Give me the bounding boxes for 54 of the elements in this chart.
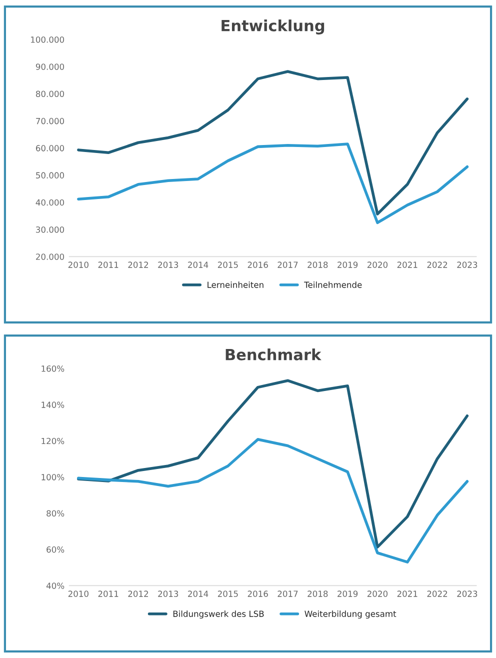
- y-tick-label: 60%: [46, 546, 64, 553]
- legend-label: Bildungswerk des LSB: [173, 610, 264, 619]
- y-tick-label: 50.000: [36, 172, 64, 178]
- y-tick-label: 160%: [42, 365, 64, 372]
- y-tick-label: 20.000: [36, 254, 64, 260]
- y-tick-label: 140%: [42, 402, 64, 408]
- x-tick-label: 2010: [68, 262, 88, 268]
- y-tick-label: 40%: [46, 582, 64, 589]
- x-tick-label: 2018: [308, 590, 328, 597]
- x-tick-label: 2014: [188, 590, 208, 597]
- y-tick-label: 60.000: [36, 145, 64, 152]
- line-series: [77, 379, 469, 548]
- line-series: [77, 142, 469, 224]
- x-tick-label: 2022: [427, 590, 448, 597]
- x-tick-label: 2023: [457, 262, 478, 268]
- x-tick-label: 2012: [128, 262, 148, 268]
- x-tick-label: 2014: [188, 262, 208, 268]
- chart-title: Entwicklung: [222, 20, 324, 34]
- line-series: [77, 438, 469, 564]
- x-tick-label: 2018: [308, 262, 328, 268]
- legend-label: Lerneinheiten: [208, 281, 264, 288]
- y-tick-label: 30.000: [36, 226, 64, 233]
- y-tick-label: 100.000: [31, 36, 64, 43]
- x-tick-label: 2015: [218, 590, 238, 597]
- x-tick-label: 2016: [248, 262, 268, 268]
- y-tick-label: 80.000: [36, 90, 64, 98]
- x-tick-label: 2010: [68, 590, 88, 597]
- x-tick-label: 2019: [338, 262, 358, 268]
- x-tick-label: 2017: [278, 262, 298, 268]
- x-tick-label: 2011: [98, 262, 118, 268]
- y-tick-label: 100%: [42, 474, 64, 480]
- x-tick-label: 2020: [367, 262, 388, 268]
- x-tick-label: 2020: [367, 590, 388, 597]
- y-tick-label: 80%: [46, 510, 64, 517]
- legend-label: Weiterbildung gesamt: [304, 610, 396, 619]
- x-tick-label: 2015: [218, 262, 238, 268]
- x-tick-label: 2021: [397, 262, 418, 268]
- x-tick-label: 2013: [158, 590, 178, 597]
- line-series: [77, 70, 469, 216]
- x-tick-label: 2017: [278, 590, 298, 597]
- x-tick-label: 2011: [98, 590, 118, 597]
- x-tick-label: 2012: [128, 590, 148, 597]
- x-tick-label: 2016: [248, 590, 268, 597]
- x-tick-label: 2021: [397, 590, 418, 597]
- y-tick-label: 40.000: [36, 199, 64, 206]
- legend-label: Teilnehmende: [304, 281, 362, 288]
- x-tick-label: 2013: [158, 262, 178, 268]
- x-tick-label: 2023: [457, 590, 478, 597]
- chart-title: Benchmark: [226, 348, 322, 360]
- x-tick-label: 2022: [427, 262, 448, 268]
- y-tick-label: 90.000: [36, 64, 64, 70]
- x-tick-label: 2019: [338, 590, 358, 597]
- y-tick-label: 70.000: [36, 118, 64, 124]
- y-tick-label: 120%: [42, 438, 64, 444]
